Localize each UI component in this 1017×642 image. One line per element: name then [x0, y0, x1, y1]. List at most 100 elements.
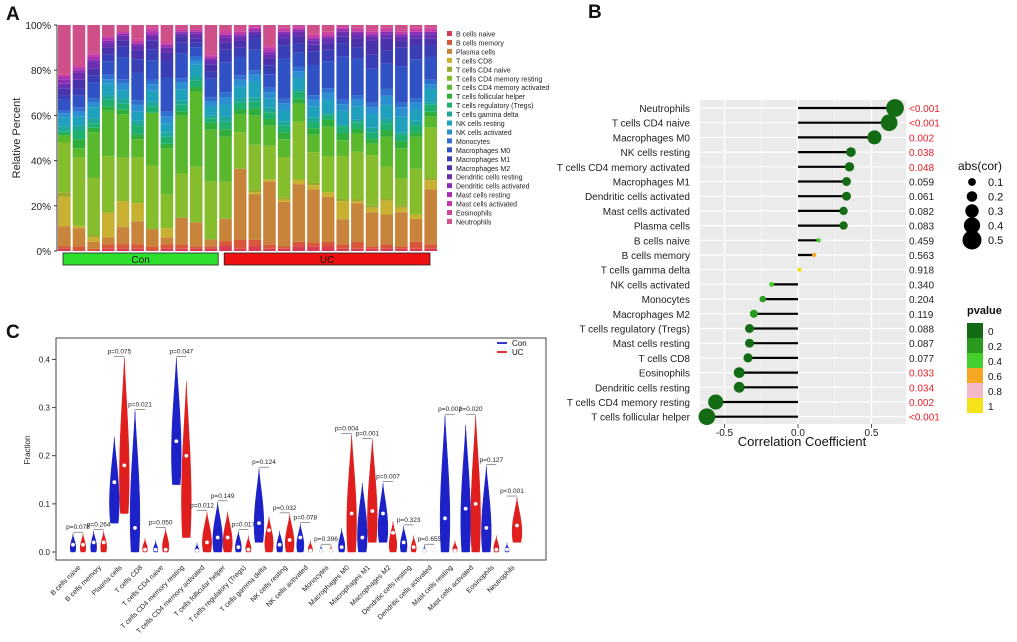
- lollipop-dot: [816, 238, 821, 243]
- legend-label: NK cells resting: [456, 121, 505, 128]
- bar-segment: [116, 90, 130, 99]
- bar-segment: [263, 107, 276, 113]
- size-legend-label: 0.4: [988, 221, 1003, 233]
- bar-segment: [321, 119, 335, 127]
- bar-segment: [409, 219, 423, 242]
- bar-segment: [219, 34, 232, 38]
- pvalue-label: 0.077: [909, 354, 934, 365]
- bar-segment: [160, 248, 174, 251]
- bar-segment: [131, 45, 144, 51]
- bar-segment: [321, 34, 335, 37]
- bar-segment: [380, 248, 394, 251]
- bar-segment: [72, 68, 86, 71]
- bar-segment: [277, 197, 291, 200]
- bar-segment: [424, 248, 437, 251]
- bar-segment: [321, 88, 335, 93]
- median-dot: [112, 480, 117, 485]
- bar-segment: [204, 25, 218, 53]
- bar-segment: [248, 81, 262, 98]
- median-dot: [401, 540, 406, 545]
- bar-segment: [189, 56, 203, 61]
- bar-segment: [365, 102, 379, 108]
- legend-swatch: [447, 48, 452, 54]
- category-label: T cells gamma delta: [601, 266, 691, 277]
- bar-segment: [351, 27, 364, 30]
- bar-segment: [307, 64, 320, 96]
- bar-segment: [160, 123, 174, 133]
- bar-segment: [160, 111, 174, 117]
- bar-segment: [307, 185, 320, 190]
- bar-segment: [175, 115, 188, 174]
- bar-segment: [263, 181, 276, 245]
- bar-segment: [321, 31, 335, 35]
- size-legend-label: 0.1: [988, 177, 1003, 189]
- median-dot: [246, 547, 251, 552]
- pvalue-label: p=0.001: [355, 430, 379, 437]
- pvalue-label: p=0.017: [231, 522, 255, 529]
- bar-segment: [424, 102, 437, 105]
- group-bar-con: [62, 252, 219, 266]
- bar-segment: [160, 25, 174, 41]
- bar-segment: [424, 27, 437, 30]
- panel-label-b: B: [588, 2, 602, 23]
- bar-segment: [72, 148, 86, 158]
- bar-segment: [58, 192, 71, 197]
- bar-segment: [189, 33, 203, 39]
- bar-segment: [175, 25, 188, 30]
- bar-segment: [292, 71, 306, 79]
- bar-segment: [189, 248, 203, 251]
- bar-segment: [87, 54, 100, 57]
- color-legend-label: 0.2: [988, 342, 1002, 353]
- pvalue-label: 0.082: [909, 207, 934, 218]
- bar-segment: [277, 45, 291, 59]
- bar-segment: [395, 107, 408, 117]
- bar-segment: [351, 47, 364, 59]
- bar-segment: [87, 61, 100, 69]
- bar-segment: [365, 25, 379, 30]
- bar-segment: [424, 38, 437, 46]
- bar-segment: [336, 133, 350, 141]
- legend-swatch: [447, 192, 452, 198]
- bar-segment: [219, 49, 232, 63]
- bar-segment: [351, 95, 364, 100]
- color-legend-label: 0.6: [988, 372, 1002, 383]
- bar-segment: [189, 47, 203, 57]
- bar-segment: [248, 70, 262, 75]
- bar-segment: [175, 31, 188, 34]
- pvalue-label: p<0.001: [500, 488, 524, 495]
- bar-segment: [219, 121, 232, 130]
- size-legend-dot: [966, 191, 978, 202]
- bar-segment: [409, 98, 423, 103]
- bar-segment: [336, 199, 350, 202]
- category-label: Monocytes: [642, 295, 690, 306]
- legend-swatch: [447, 147, 452, 153]
- bar-segment: [219, 92, 232, 98]
- pvalue-label: p=0.396: [314, 536, 338, 543]
- bar-segment: [131, 100, 144, 105]
- y-tick-label: 0.0: [39, 548, 51, 557]
- x-axis-label: Correlation Coefficient: [738, 434, 867, 449]
- pvalue-label: p=0.323: [397, 517, 421, 524]
- legend-label: T cells follicular helper: [456, 94, 526, 101]
- bar-segment: [160, 244, 174, 249]
- bar-segment: [263, 87, 276, 93]
- bar-segment: [101, 106, 115, 111]
- bar-segment: [395, 134, 408, 142]
- bar-segment: [145, 29, 159, 32]
- bar-segment: [307, 51, 320, 65]
- bar-segment: [131, 244, 144, 249]
- bar-segment: [204, 97, 218, 102]
- bar-segment: [380, 31, 394, 35]
- bar-segment: [321, 36, 335, 39]
- lollipop-dot: [745, 338, 754, 348]
- bar-segment: [175, 244, 188, 249]
- bar-segment: [131, 72, 144, 101]
- bar-segment: [248, 239, 262, 247]
- bar-segment: [72, 72, 86, 80]
- bar-segment: [101, 110, 115, 157]
- group-bar-uc: [223, 252, 431, 266]
- median-dot: [515, 523, 519, 528]
- bar-segment: [101, 36, 115, 39]
- bar-segment: [277, 29, 291, 32]
- median-dot: [308, 548, 313, 553]
